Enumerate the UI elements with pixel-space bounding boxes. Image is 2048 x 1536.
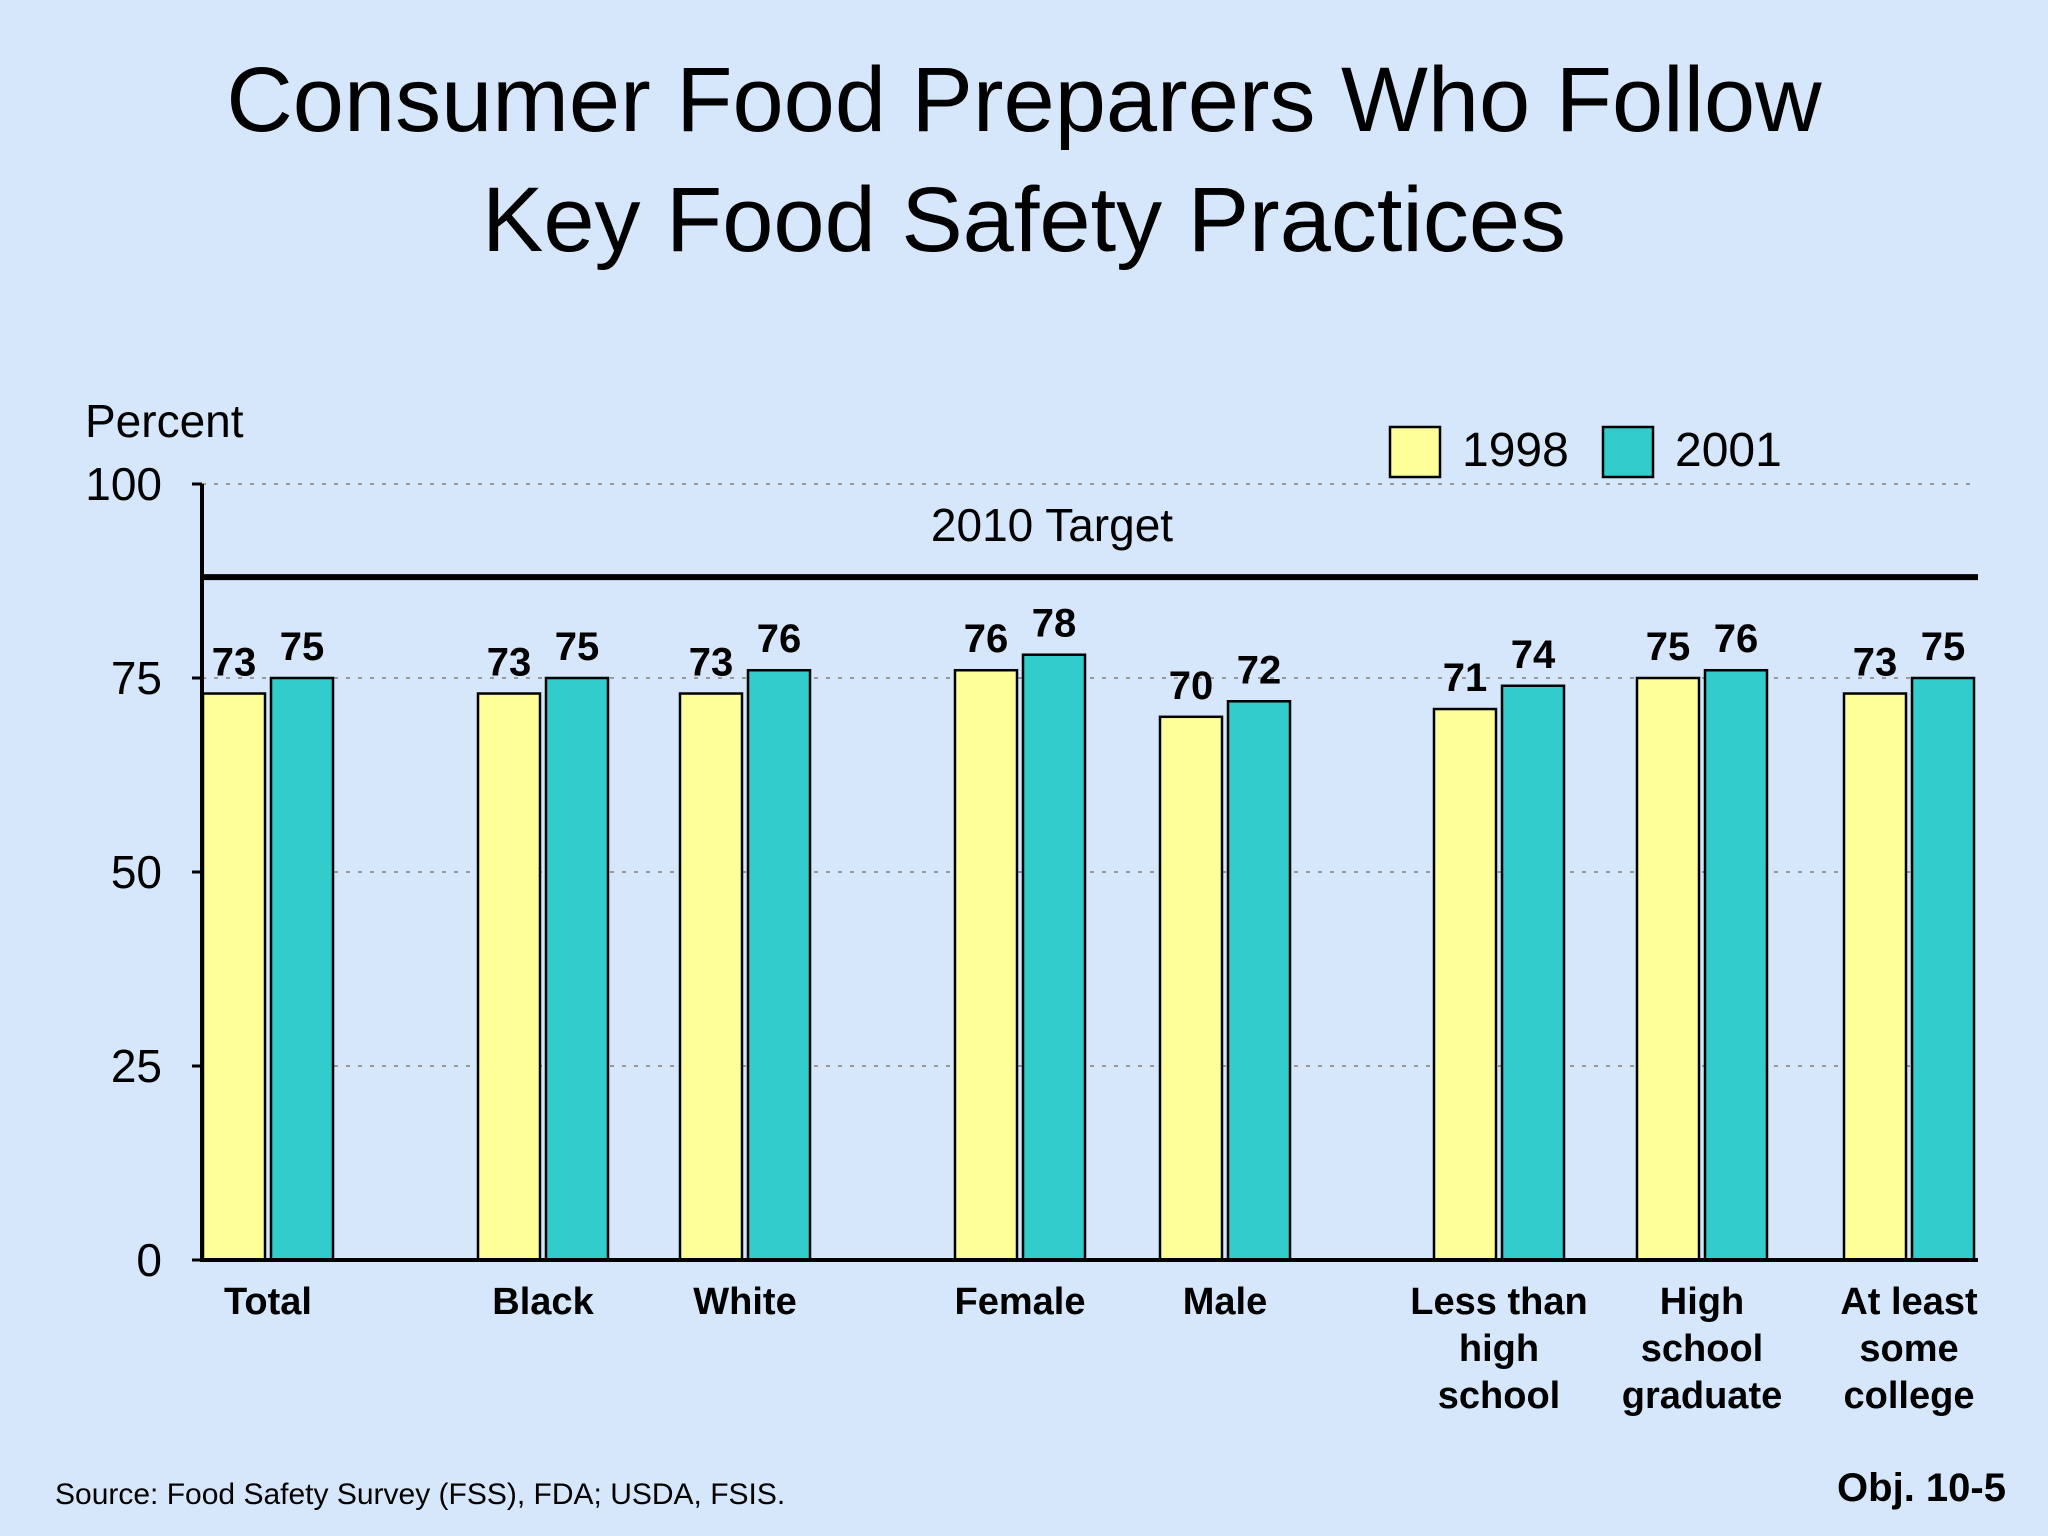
y-axis-label: Percent bbox=[85, 395, 244, 447]
data-label: 73 bbox=[487, 641, 532, 685]
x-category-label: Male bbox=[1183, 1281, 1267, 1323]
x-category-label: graduate bbox=[1622, 1375, 1782, 1417]
y-tick-label: 0 bbox=[136, 1234, 162, 1286]
y-tick-label: 75 bbox=[111, 652, 162, 704]
data-label: 70 bbox=[1169, 664, 1214, 708]
data-label: 75 bbox=[555, 625, 600, 669]
x-category-label: Less than bbox=[1410, 1281, 1587, 1323]
bar-2001 bbox=[269, 676, 335, 1262]
bar-1998 bbox=[1635, 676, 1701, 1262]
y-tick-label: 100 bbox=[85, 458, 162, 510]
legend-swatch-1998 bbox=[1388, 425, 1442, 479]
x-category-label: Total bbox=[224, 1281, 312, 1323]
x-category-label: college bbox=[1844, 1375, 1975, 1417]
x-category-label: High bbox=[1660, 1281, 1744, 1323]
objective-label: Obj. 10-5 bbox=[1837, 1466, 2006, 1510]
legend-label-2001: 2001 bbox=[1675, 424, 1782, 477]
x-category-label: White bbox=[693, 1281, 796, 1323]
bar-2001 bbox=[1500, 684, 1566, 1262]
x-category-label: At least bbox=[1840, 1281, 1978, 1323]
bar-2001 bbox=[544, 676, 610, 1262]
x-category-label: high bbox=[1459, 1328, 1539, 1370]
data-label: 78 bbox=[1032, 602, 1077, 646]
data-label: 76 bbox=[964, 617, 1009, 661]
bar-2001 bbox=[746, 668, 812, 1262]
source-note: Source: Food Safety Survey (FSS), FDA; U… bbox=[55, 1478, 786, 1511]
data-label: 75 bbox=[1921, 625, 1966, 669]
x-category-label: some bbox=[1859, 1328, 1958, 1370]
bar-1998 bbox=[1432, 707, 1498, 1262]
legend-swatch-2001 bbox=[1601, 425, 1655, 479]
data-label: 76 bbox=[757, 617, 802, 661]
chart-title-line-1: Consumer Food Preparers Who Follow bbox=[226, 49, 1822, 151]
chart-title-line-2: Key Food Safety Practices bbox=[481, 169, 1567, 271]
legend-label-1998: 1998 bbox=[1462, 424, 1569, 477]
data-label: 71 bbox=[1443, 656, 1488, 700]
x-category-label: school bbox=[1438, 1375, 1560, 1417]
data-label: 73 bbox=[1853, 641, 1898, 685]
x-category-label: Female bbox=[955, 1281, 1086, 1323]
bar-1998 bbox=[201, 692, 267, 1262]
data-label: 74 bbox=[1511, 633, 1556, 677]
bar-2001 bbox=[1226, 700, 1292, 1262]
x-category-label: school bbox=[1641, 1328, 1763, 1370]
bar-2001 bbox=[1021, 653, 1087, 1262]
data-label: 72 bbox=[1237, 648, 1282, 692]
data-label: 73 bbox=[689, 641, 734, 685]
y-tick-label: 25 bbox=[111, 1040, 162, 1092]
target-label: 2010 Target bbox=[931, 499, 1173, 551]
bar-1998 bbox=[953, 668, 1019, 1262]
bar-1998 bbox=[678, 692, 744, 1262]
x-category-label: Black bbox=[492, 1281, 594, 1323]
bar-1998 bbox=[1842, 692, 1908, 1262]
bar-1998 bbox=[1158, 715, 1224, 1262]
bar-2001 bbox=[1703, 668, 1769, 1262]
bar-2001 bbox=[1910, 676, 1976, 1262]
chart-title: Consumer Food Preparers Who Follow Key F… bbox=[0, 40, 2048, 280]
y-tick-label: 50 bbox=[111, 846, 162, 898]
bar-1998 bbox=[476, 692, 542, 1262]
data-label: 76 bbox=[1714, 617, 1759, 661]
data-label: 73 bbox=[212, 641, 257, 685]
data-label: 75 bbox=[280, 625, 325, 669]
data-label: 75 bbox=[1646, 625, 1691, 669]
